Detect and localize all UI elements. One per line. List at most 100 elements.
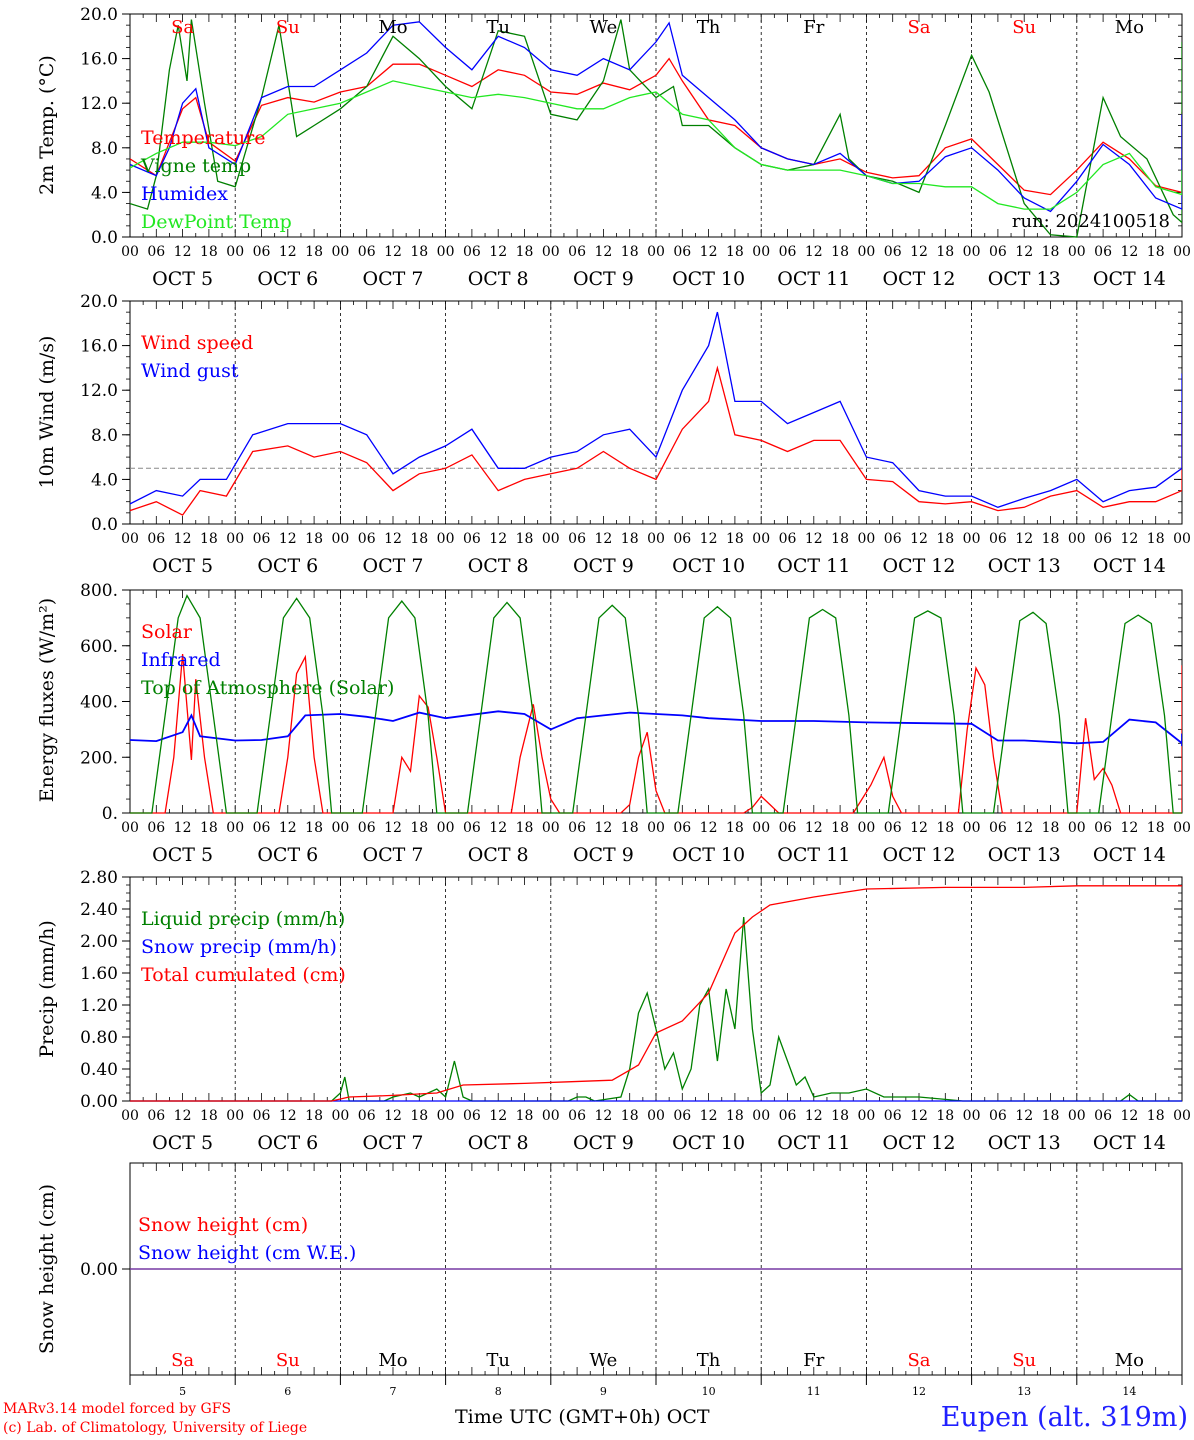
hour-label: 00 [857,820,875,836]
hour-label: 18 [621,531,639,547]
hour-label: 18 [831,1108,849,1124]
hour-label: 00 [1068,1108,1086,1124]
hour-label: 12 [700,1108,718,1124]
panel-precip: 0.00 0.40 0.80 1.20 1.60 2.00 2.40 2.80 Precip (… [36,868,1191,1154]
y-tick-label: 0.00 [80,1260,118,1280]
hour-label: 00 [857,531,875,547]
hour-label: 18 [516,244,534,260]
hour-label: 18 [410,1108,428,1124]
run-label: run: 2024100518 [1012,211,1170,232]
hour-label: 06 [463,820,481,836]
series-line-top-of-atmosphere-solar- [130,594,1182,814]
panel-energy: 0. 200. 400. 600. 800. Energy fluxes (W/m²) So… [36,581,1191,866]
day-number-label: 8 [495,1385,502,1398]
hour-label: 06 [884,244,902,260]
legend-entry: Humidex [141,183,228,205]
hour-label: 12 [700,531,718,547]
hour-label: 12 [1120,820,1138,836]
hour-label: 06 [568,244,586,260]
hour-label: 12 [384,531,402,547]
series-line-wind-speed [130,365,1182,516]
date-label: OCT 12 [882,844,955,866]
hour-label: 12 [910,244,928,260]
y-tick-label: 0.00 [80,1092,118,1112]
hour-label: 12 [1120,244,1138,260]
legend-entry: DewPoint Temp [141,211,292,233]
legend-entry: Top of Atmosphere (Solar) [141,677,394,699]
weekday-label: Fr [803,17,824,38]
hour-label: 00 [752,1108,770,1124]
hour-label: 18 [936,531,954,547]
legend-entry: Snow height (cm W.E.) [138,1242,356,1264]
weekday-label: Su [1012,1350,1036,1371]
y-tick-label: 20.0 [80,5,118,25]
hour-label: 18 [516,1108,534,1124]
weekday-label: Su [276,17,300,38]
date-label: OCT 10 [672,268,745,290]
hour-label: 06 [147,1108,165,1124]
date-label: OCT 10 [672,1132,745,1154]
hour-label: 18 [305,531,323,547]
date-label: OCT 6 [257,268,318,290]
hour-label: 18 [305,244,323,260]
hour-label: 18 [1147,531,1165,547]
y-tick-label: 400. [80,693,118,713]
hour-label: 18 [621,820,639,836]
hour-label: 12 [1120,531,1138,547]
legend-entry: Temperature [141,127,265,149]
hour-label: 06 [463,244,481,260]
date-label: OCT 13 [988,268,1061,290]
hour-label: 12 [174,531,192,547]
legend-entry: Snow precip (mm/h) [141,936,337,958]
series-line-temperature [130,57,1182,196]
hour-label: 00 [1173,820,1191,836]
hour-label: 06 [147,531,165,547]
day-number-label: 11 [807,1385,821,1398]
hour-label: 12 [594,820,612,836]
hour-label: 00 [752,820,770,836]
hour-label: 06 [358,1108,376,1124]
day-number-label: 12 [912,1385,926,1398]
hour-label: 18 [726,244,744,260]
y-tick-label: 200. [80,748,118,768]
y-tick-label: 0.80 [80,1028,118,1048]
hour-label: 12 [384,244,402,260]
day-number-label: 13 [1017,1385,1031,1398]
hour-label: 00 [542,244,560,260]
y-tick-label: 0.0 [91,515,118,535]
hour-label: 18 [621,1108,639,1124]
hour-label: 00 [1173,531,1191,547]
hour-label: 18 [726,531,744,547]
hour-label: 12 [910,531,928,547]
weekday-label: Sa [171,17,194,38]
weekday-label: Tu [486,1350,510,1371]
hour-label: 06 [1094,244,1112,260]
hour-label: 12 [384,820,402,836]
hour-label: 00 [963,244,981,260]
hour-label: 18 [1147,1108,1165,1124]
date-label: OCT 11 [777,844,850,866]
hour-label: 06 [884,1108,902,1124]
y-tick-label: 4.0 [91,470,118,490]
date-label: OCT 12 [882,1132,955,1154]
hour-label: 06 [673,531,691,547]
date-label: OCT 14 [1093,555,1166,577]
hour-label: 00 [647,1108,665,1124]
hour-label: 06 [568,820,586,836]
hour-label: 00 [437,1108,455,1124]
model-credit: MARv3.14 model forced by GFS [3,1401,232,1417]
hour-label: 12 [279,531,297,547]
hour-label: 00 [1068,244,1086,260]
hour-label: 12 [700,244,718,260]
legend-entry: Wind gust [141,360,239,382]
weekday-label: Sa [171,1350,194,1371]
legend-entry: Vigne temp [140,155,251,177]
panel-wind: 0.0 4.0 8.0 12.0 16.0 20.0 10m Wind (m/s) Wind … [36,292,1191,577]
hour-label: 12 [910,1108,928,1124]
hour-label: 06 [1094,820,1112,836]
weekday-label: Mo [1115,1350,1144,1371]
hour-label: 00 [752,244,770,260]
legend-entry: Snow height (cm) [138,1214,308,1236]
hour-label: 06 [779,1108,797,1124]
day-number-label: 7 [390,1385,397,1398]
